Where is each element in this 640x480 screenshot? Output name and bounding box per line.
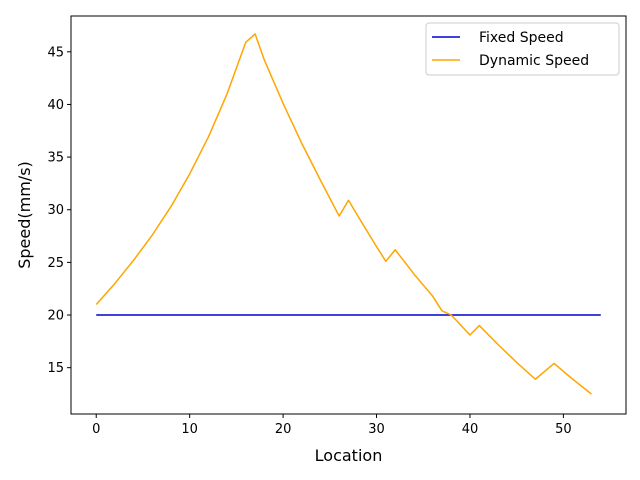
y-tick-label: 25	[47, 256, 64, 271]
x-tick-label: 10	[181, 422, 198, 437]
plot-frame	[70, 15, 627, 415]
legend-box	[425, 22, 620, 76]
x-tick-label: 30	[368, 422, 385, 437]
x-tick-label: 40	[462, 422, 479, 437]
y-tick-label: 45	[47, 45, 64, 60]
y-tick-label: 35	[47, 151, 64, 166]
axis-ticks: 0 10 20 30 40 50 15 20 25 30 35 40 45	[47, 45, 571, 437]
x-tick-label: 50	[555, 422, 572, 437]
x-tick-label: 0	[92, 422, 100, 437]
x-tick-label: 20	[275, 422, 292, 437]
series-line-dynamic-speed	[95, 33, 592, 395]
y-tick-label: 30	[47, 203, 64, 218]
y-tick-label: 40	[47, 98, 64, 113]
legend: Fixed Speed Dynamic Speed	[425, 22, 620, 76]
legend-label: Dynamic Speed	[479, 53, 589, 69]
y-tick-label: 15	[47, 361, 64, 376]
plot-lines	[95, 33, 601, 395]
y-tick-label: 20	[47, 309, 64, 324]
y-axis-label: Speed(mm/s)	[15, 161, 34, 269]
legend-label: Fixed Speed	[479, 30, 564, 46]
x-axis-label: Location	[315, 446, 383, 465]
